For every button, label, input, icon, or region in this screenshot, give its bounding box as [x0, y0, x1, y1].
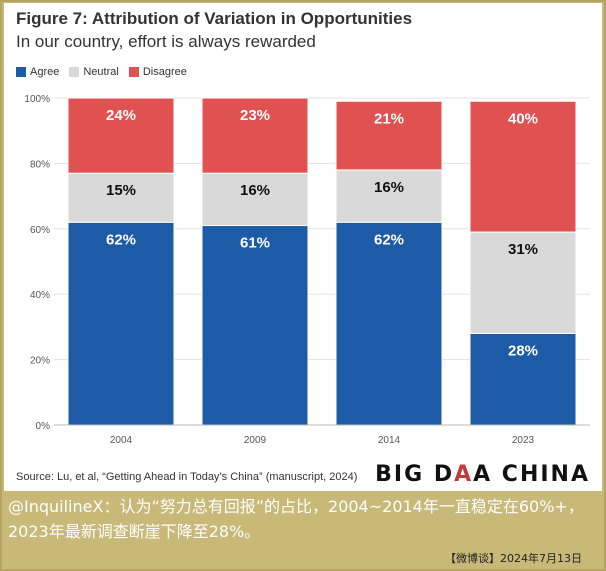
bar-segment-neutral — [201, 172, 309, 227]
legend-swatch-agree — [16, 67, 26, 77]
bar-segment-agree — [335, 221, 443, 426]
x-tick-label: 2023 — [512, 435, 535, 446]
data-label: 16% — [240, 182, 270, 199]
source-note: Source: Lu, et al, “Getting Ahead in Tod… — [16, 471, 358, 483]
x-tick-label: 2004 — [110, 435, 133, 446]
legend-label-disagree: Disagree — [142, 66, 187, 78]
data-label: 28% — [508, 342, 538, 359]
x-tick-label: 2014 — [378, 435, 401, 446]
figure-card: Figure 7: Attribution of Variation in Op… — [4, 3, 602, 491]
data-label: 16% — [374, 179, 404, 196]
data-label: 62% — [374, 231, 404, 248]
x-tick-label: 2009 — [244, 435, 267, 446]
figure-title: Figure 7: Attribution of Variation in Op… — [16, 9, 413, 28]
data-label: 40% — [508, 110, 538, 127]
chart-legend: Agree Neutral Disagree — [16, 66, 197, 78]
bar-segment-agree — [67, 221, 175, 426]
footer-date: 【微博谈】2024年7月13日 — [445, 552, 582, 565]
y-tick-label: 40% — [30, 290, 50, 301]
brand-text-mid: A — [454, 462, 474, 487]
stacked-bar-chart: 0% 20% 40% 60% 80% 100% 62% 15% 24% 2004 61% 16% 23%… — [24, 94, 590, 446]
data-label: 61% — [240, 235, 270, 252]
brand-text-right: A CHINA — [473, 462, 590, 487]
legend-label-agree: Agree — [30, 66, 60, 78]
data-label: 23% — [240, 107, 270, 124]
weibo-caption: @InquilineX：认为“努力总有回报”的占比，2004~2014年一直稳定… — [8, 497, 584, 541]
legend-item-disagree: Disagree — [128, 66, 187, 78]
data-label: 24% — [106, 107, 136, 124]
legend-label-neutral: Neutral — [83, 66, 119, 78]
bar-segment-disagree — [67, 97, 175, 174]
bar-segment-disagree — [469, 100, 577, 233]
data-label: 21% — [374, 110, 404, 127]
brand-text-left: BIG D — [375, 462, 455, 487]
y-tick-label: 80% — [30, 159, 50, 170]
brand-logo: BIG DAA CHINA — [375, 462, 590, 487]
bar-segment-neutral — [335, 169, 443, 223]
y-tick-label: 0% — [36, 421, 51, 432]
legend-swatch-disagree — [128, 67, 139, 77]
data-label: 62% — [106, 231, 136, 248]
figure-subtitle: In our country, effort is always rewarde… — [16, 32, 316, 51]
y-tick-label: 20% — [30, 356, 50, 367]
data-label: 15% — [106, 182, 136, 199]
legend-item-agree: Agree — [16, 66, 59, 78]
bar-segment-neutral — [469, 231, 577, 334]
data-label: 31% — [508, 241, 538, 258]
y-tick-label: 100% — [24, 94, 50, 105]
bar-segment-disagree — [201, 97, 309, 174]
legend-swatch-neutral — [69, 67, 80, 77]
bar-segment-disagree — [335, 100, 443, 171]
legend-item-neutral: Neutral — [69, 66, 119, 78]
bar-segment-agree — [201, 225, 309, 426]
y-tick-label: 60% — [30, 225, 50, 236]
